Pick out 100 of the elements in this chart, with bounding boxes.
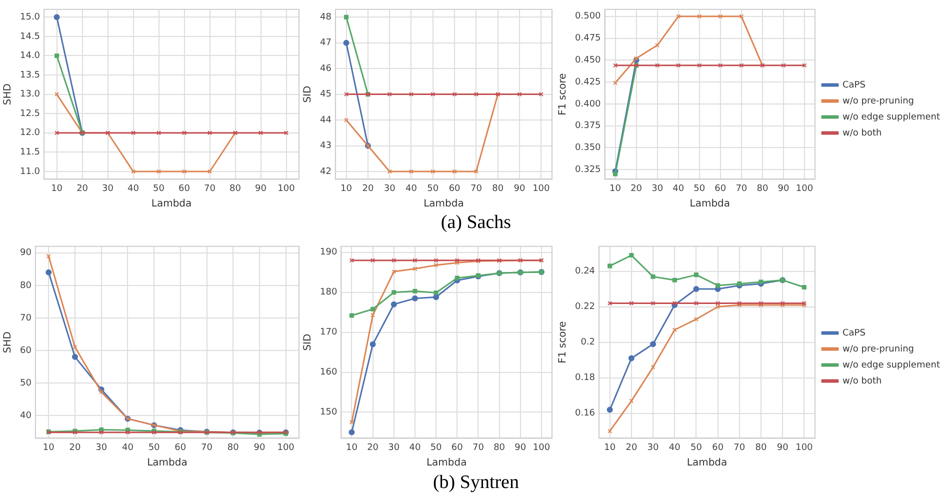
y-tick-label: 90 (20, 248, 32, 258)
y-tick-label: 44 (320, 115, 332, 126)
y-tick-label: 0.325 (575, 164, 601, 175)
x-tick-label: 60 (448, 184, 461, 194)
x-tick-label: 80 (230, 184, 242, 194)
y-tick-label: 60 (20, 346, 32, 356)
x-tick-label: 30 (652, 184, 664, 194)
x-tick-label: 60 (712, 442, 724, 453)
y-tick-label: 0.18 (574, 373, 596, 384)
x-tick-label: 10 (42, 442, 55, 453)
x-tick-label: 10 (340, 184, 352, 194)
x-tick-label: 60 (451, 442, 464, 453)
legend-label: CaPS (842, 328, 866, 338)
y-tick-label: 0.350 (575, 143, 602, 154)
y-tick-label: 14.0 (20, 51, 40, 62)
y-tick-label: 0.400 (575, 99, 602, 110)
x-tick-label: 80 (494, 442, 506, 453)
x-tick-label: 30 (388, 442, 400, 453)
x-tick-label: 50 (430, 442, 442, 453)
y-tick-label: 15.0 (20, 12, 40, 22)
y-tick-label: 46 (320, 64, 332, 74)
x-tick-label: 50 (427, 184, 439, 194)
legend-label: w/o both (842, 376, 882, 386)
y-tick-label: 47 (320, 38, 332, 48)
y-tick-label: 48 (320, 12, 332, 22)
x-tick-label: 60 (178, 184, 190, 194)
x-tick-label: 50 (153, 184, 165, 194)
y-axis-title: SHD (2, 83, 14, 106)
x-tick-label: 20 (362, 184, 374, 194)
legend-label: w/o edge supplement (842, 112, 940, 122)
x-tick-label: 100 (796, 442, 814, 453)
y-tick-label: 160 (320, 368, 338, 378)
x-tick-label: 50 (148, 442, 160, 453)
x-tick-label: 50 (690, 442, 702, 453)
y-tick-label: 11.5 (20, 148, 40, 158)
y-tick-label: 50 (20, 378, 32, 388)
y-axis-title: F1 score (558, 321, 569, 364)
x-tick-label: 70 (201, 442, 213, 453)
x-tick-label: 80 (755, 442, 767, 453)
y-tick-label: 0.475 (575, 34, 601, 44)
x-tick-label: 90 (255, 184, 267, 194)
x-tick-label: 70 (736, 184, 748, 194)
x-tick-label: 10 (51, 184, 63, 194)
y-tick-label: 13.0 (20, 90, 40, 100)
y-axis-title: SID (302, 334, 314, 351)
legend-label: w/o pre-pruning (842, 96, 914, 106)
x-axis-title: Lambda (147, 458, 188, 469)
x-tick-label: 40 (668, 442, 681, 453)
x-tick-label: 90 (778, 184, 790, 194)
x-tick-label: 50 (694, 184, 706, 194)
y-tick-label: 0.425 (575, 77, 601, 88)
text: (b) Syntren (432, 472, 520, 494)
x-tick-label: 30 (384, 184, 396, 194)
x-tick-label: 40 (122, 442, 134, 453)
x-tick-label: 30 (96, 442, 108, 453)
x-tick-label: 80 (492, 184, 504, 194)
y-tick-label: 45 (320, 90, 332, 100)
y-axis-title: SHD (2, 331, 14, 354)
y-tick-label: 190 (320, 248, 338, 258)
y-tick-label: 170 (320, 328, 338, 338)
x-tick-label: 90 (514, 442, 526, 453)
y-axis-title: SID (302, 86, 314, 103)
y-tick-label: 43 (320, 141, 332, 152)
y-tick-label: 0.2 (580, 338, 596, 348)
legend-label: w/o edge supplement (842, 360, 940, 370)
y-tick-label: 42 (320, 166, 332, 177)
y-tick-label: 80 (20, 280, 32, 291)
x-tick-label: 100 (532, 184, 550, 194)
y-tick-label: 13.5 (20, 70, 40, 80)
x-tick-label: 40 (409, 442, 421, 453)
y-tick-label: 180 (320, 288, 338, 298)
x-tick-label: 100 (796, 184, 814, 194)
x-tick-label: 20 (69, 442, 81, 453)
y-tick-label: 0.22 (574, 302, 596, 312)
y-axis-title: F1 score (558, 73, 569, 116)
x-tick-label: 70 (472, 442, 484, 453)
x-tick-label: 90 (776, 442, 789, 453)
x-tick-label: 10 (346, 442, 358, 453)
x-tick-label: 80 (227, 442, 240, 453)
x-tick-label: 20 (630, 184, 642, 194)
x-tick-label: 70 (470, 184, 482, 194)
x-tick-label: 100 (278, 184, 296, 194)
y-tick-label: 0.450 (575, 56, 602, 66)
y-tick-label: 0.16 (574, 408, 596, 419)
x-tick-label: 40 (672, 184, 684, 194)
y-tick-label: 70 (20, 313, 32, 324)
x-axis-title: Lambda (426, 458, 467, 469)
y-tick-label: 0.500 (575, 12, 602, 22)
x-axis-title: Lambda (424, 198, 464, 210)
legend-label: w/o both (842, 128, 882, 138)
x-tick-label: 60 (714, 184, 726, 194)
x-tick-label: 40 (128, 184, 140, 194)
legend-label: w/o pre-pruning (842, 344, 914, 354)
x-tick-label: 70 (734, 442, 746, 453)
y-tick-label: 14.5 (20, 32, 40, 42)
x-tick-label: 90 (254, 442, 266, 453)
y-tick-label: 0.24 (574, 266, 596, 277)
x-axis-title: Lambda (690, 198, 730, 210)
x-tick-label: 10 (604, 442, 616, 453)
x-tick-label: 40 (406, 184, 418, 194)
